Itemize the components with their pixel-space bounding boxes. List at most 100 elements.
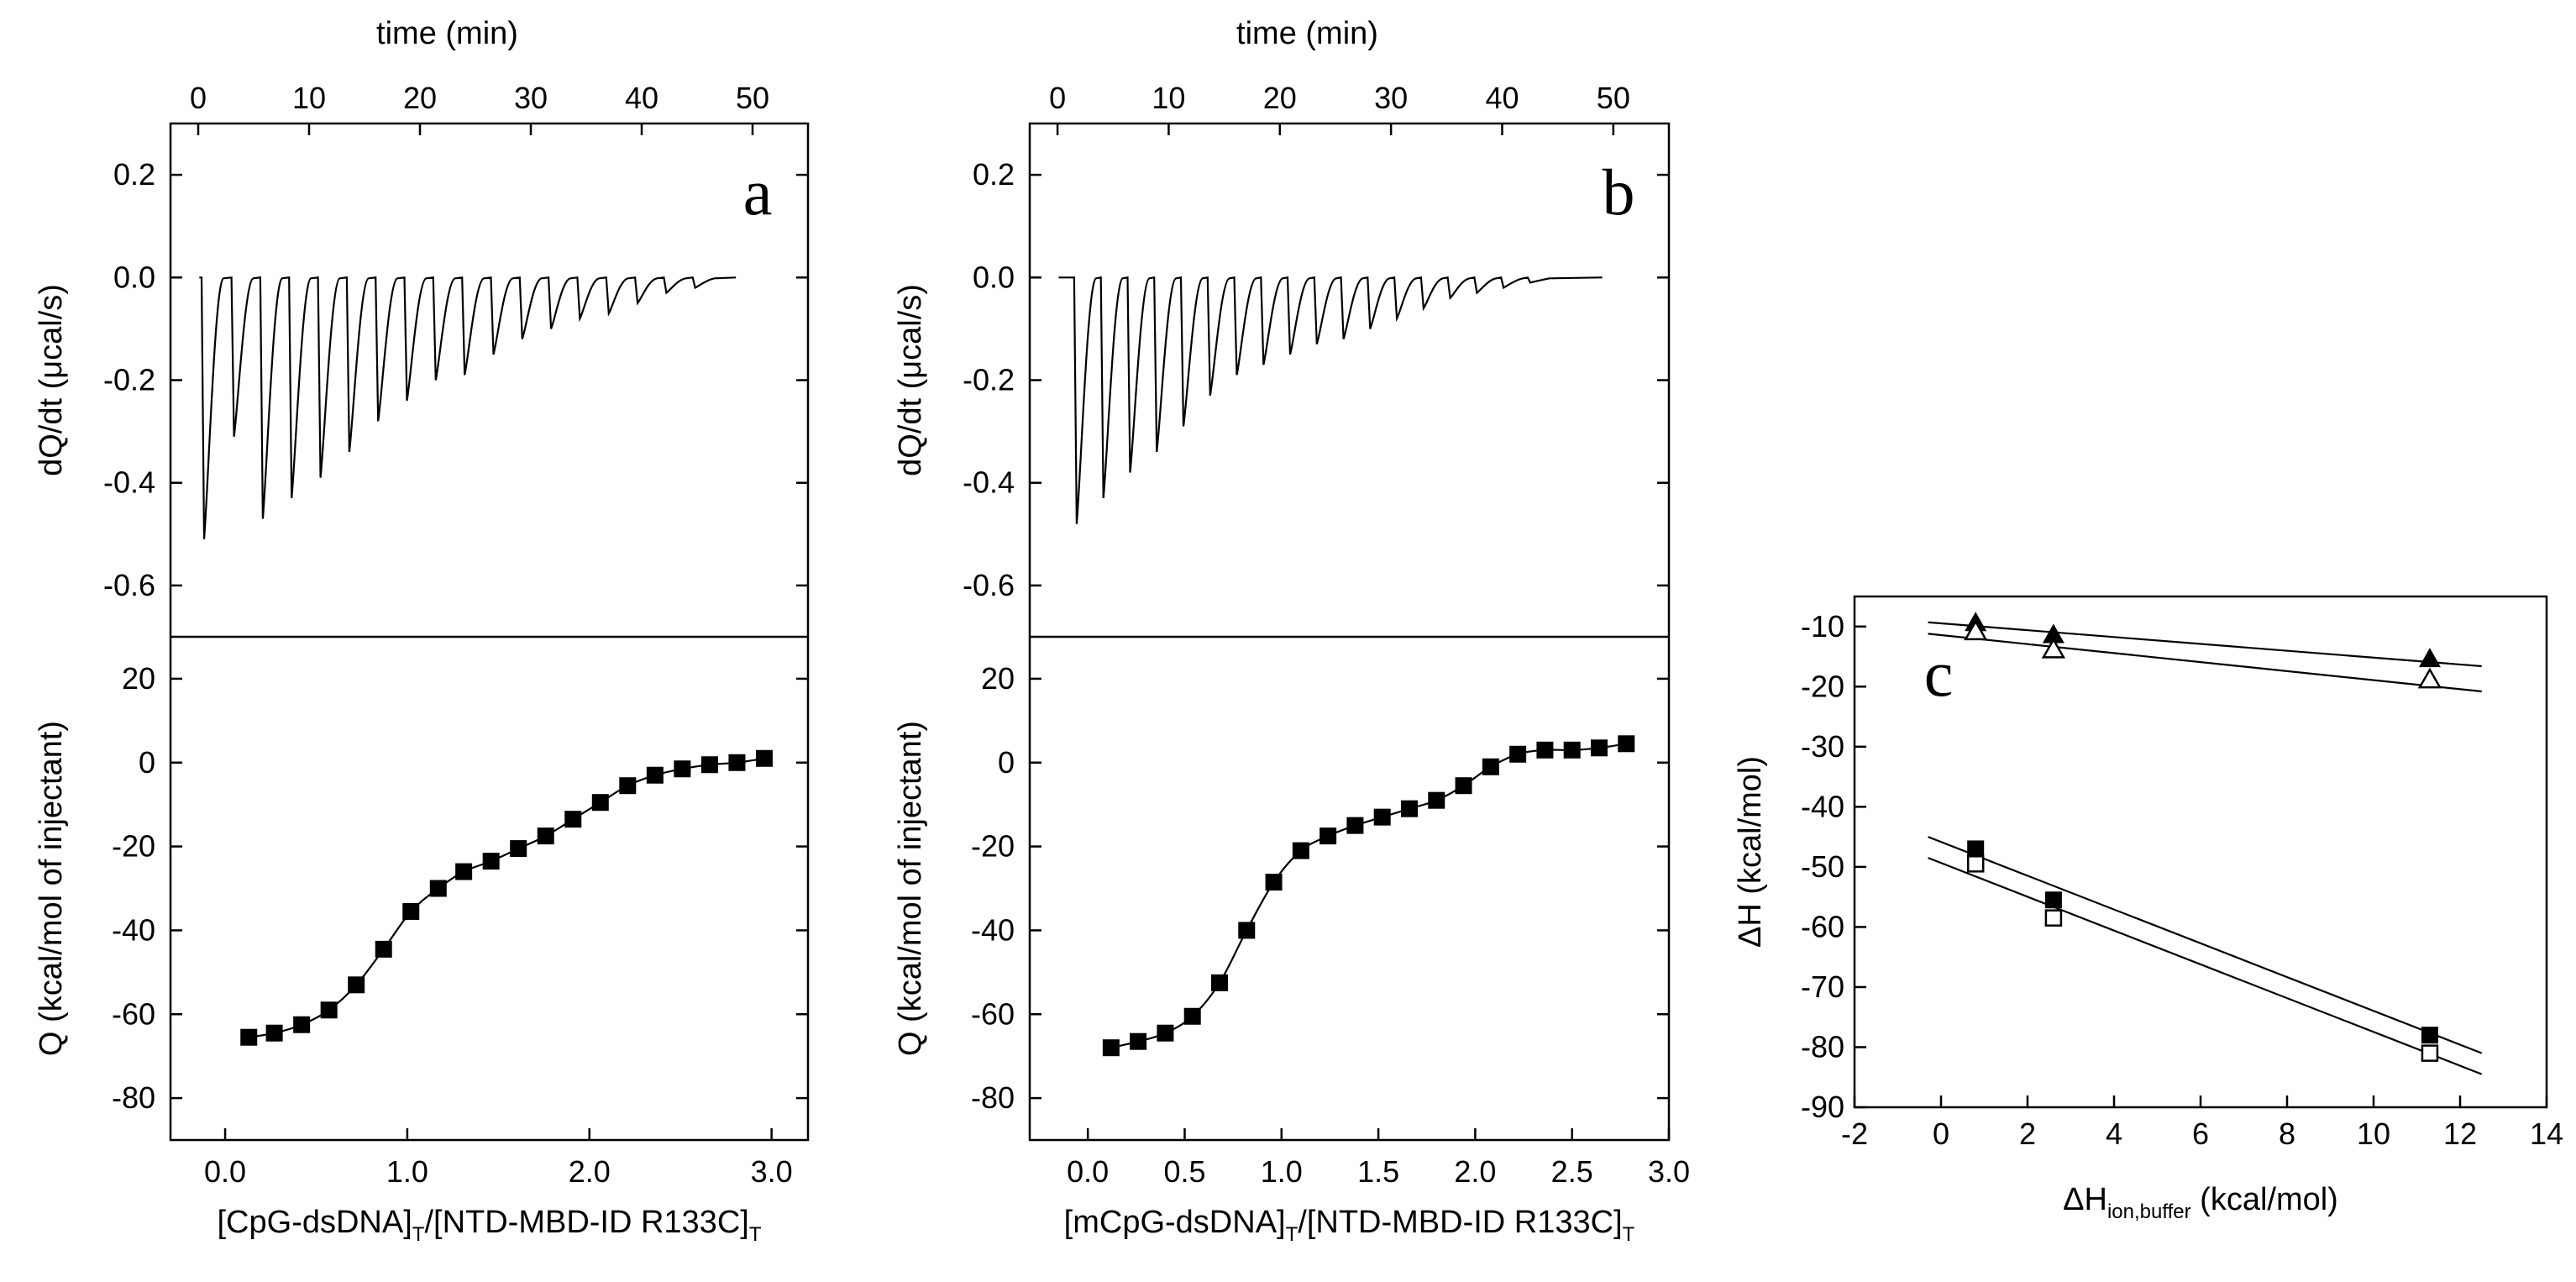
data-point bbox=[1428, 791, 1445, 809]
data-point bbox=[1346, 817, 1364, 834]
ytick-label: -70 bbox=[1801, 969, 1844, 1004]
xtick-label: -2 bbox=[1841, 1116, 1868, 1151]
data-point bbox=[728, 754, 746, 771]
ytick-label: -40 bbox=[1801, 789, 1844, 823]
plot-frame bbox=[169, 122, 810, 1142]
data-point bbox=[755, 749, 773, 767]
triangle-open-marker bbox=[2417, 667, 2442, 689]
xtick-label: 3.0 bbox=[1648, 1154, 1690, 1189]
data-point bbox=[1618, 735, 1635, 753]
ytick-label: -20 bbox=[971, 829, 1015, 864]
xtick-label: 1.5 bbox=[1357, 1154, 1399, 1189]
data-point bbox=[564, 811, 582, 828]
ytick-label: -80 bbox=[112, 1080, 155, 1115]
ytick-label: -0.4 bbox=[103, 465, 155, 500]
ytick-label: -0.2 bbox=[963, 363, 1015, 397]
data-point bbox=[293, 1016, 311, 1033]
ratio-label-numerator: [CpG-dsDNA] bbox=[218, 1205, 412, 1240]
ytick-label: 20 bbox=[122, 661, 155, 696]
panel-a: 0 10 20 30 40 50 time (min) 0.2 0.0 -0.2 -0.4 -0.6 d… bbox=[34, 16, 810, 1246]
ratio-label-subscript: T bbox=[412, 1223, 425, 1246]
dqdt-axis-label: dQ/dt (μcal/s) bbox=[893, 284, 928, 476]
xtick-label: 8 bbox=[2279, 1116, 2295, 1151]
time-tick-label: 10 bbox=[292, 81, 326, 115]
time-tick-label: 50 bbox=[736, 81, 769, 115]
data-point bbox=[265, 1024, 283, 1042]
data-point bbox=[510, 840, 527, 858]
ytick-label: -50 bbox=[1801, 849, 1844, 884]
axis-label-main: ΔH bbox=[2063, 1182, 2107, 1217]
triangle-open-marker bbox=[2041, 637, 2066, 659]
ytick-label: 0.0 bbox=[973, 260, 1015, 294]
data-point bbox=[619, 777, 637, 795]
data-point bbox=[429, 880, 447, 897]
ratio-axis-label: [mCpG-dsDNA]T/[NTD-MBD-ID R133C]T bbox=[1064, 1205, 1635, 1246]
time-tick-label: 50 bbox=[1597, 81, 1630, 115]
ytick-label: -80 bbox=[1801, 1029, 1844, 1064]
square-open-marker bbox=[1966, 855, 1985, 873]
dqdt-axis-label: dQ/dt (μcal/s) bbox=[34, 284, 69, 476]
ytick-label: -0.2 bbox=[103, 363, 155, 397]
ytick-label: -60 bbox=[1801, 909, 1844, 943]
data-point bbox=[1102, 1039, 1120, 1057]
ytick-label: -80 bbox=[971, 1080, 1015, 1115]
square-filled-marker bbox=[1967, 840, 1985, 858]
xtick-label: 1.0 bbox=[386, 1154, 428, 1189]
data-point bbox=[402, 902, 420, 920]
xtick-label: 2.0 bbox=[1454, 1154, 1496, 1189]
binding-fit-curve bbox=[249, 757, 765, 1038]
ytick-label: -90 bbox=[1801, 1090, 1844, 1124]
ytick-label: 0.2 bbox=[113, 157, 155, 192]
data-point bbox=[1373, 808, 1391, 826]
ratio-label-subscript: T bbox=[1286, 1223, 1298, 1246]
ytick-label: -30 bbox=[1801, 729, 1844, 764]
ratio-axis-label: [CpG-dsDNA]T/[NTD-MBD-ID R133C]T bbox=[218, 1205, 762, 1246]
data-point bbox=[646, 766, 664, 784]
data-point bbox=[1130, 1032, 1147, 1050]
data-point bbox=[348, 976, 365, 994]
square-filled-marker bbox=[2044, 891, 2062, 909]
time-tick-label: 20 bbox=[403, 81, 437, 115]
ratio-label-denominator: /[NTD-MBD-ID R133C] bbox=[1298, 1205, 1622, 1240]
data-point bbox=[1157, 1024, 1174, 1042]
xtick-label: 2.0 bbox=[569, 1154, 611, 1189]
ytick-label: 0.0 bbox=[113, 260, 155, 294]
ytick-label: -10 bbox=[1801, 609, 1844, 644]
time-axis-label: time (min) bbox=[376, 16, 518, 51]
triangle-open-marker bbox=[1964, 619, 1988, 641]
linear-fit-line bbox=[1928, 621, 2482, 668]
square-filled-marker bbox=[2421, 1027, 2438, 1044]
data-point bbox=[1265, 874, 1283, 891]
ytick-label: 0.2 bbox=[973, 157, 1015, 192]
time-tick-label: 20 bbox=[1263, 81, 1297, 115]
raw-heat-trace bbox=[199, 276, 737, 539]
data-point bbox=[1536, 741, 1554, 759]
panel-c: -2 0 2 4 6 8 10 12 14-10-20-30-40-50-60-70-80-90… bbox=[1733, 595, 2563, 1223]
data-point bbox=[537, 828, 554, 845]
ytick-label: -60 bbox=[971, 996, 1015, 1031]
time-tick-label: 30 bbox=[1374, 81, 1408, 115]
data-point bbox=[1292, 842, 1309, 859]
xtick-label: 1.0 bbox=[1261, 1154, 1303, 1189]
data-point bbox=[455, 863, 473, 880]
data-point bbox=[1238, 922, 1256, 939]
ratio-label-subscript: T bbox=[749, 1223, 762, 1246]
ytick-label: -0.6 bbox=[963, 568, 1015, 602]
time-tick-label: 0 bbox=[1049, 81, 1066, 115]
xtick-label: 10 bbox=[2357, 1116, 2390, 1151]
time-tick-label: 10 bbox=[1152, 81, 1185, 115]
time-tick-label: 30 bbox=[514, 81, 548, 115]
triangle-filled-marker bbox=[2042, 623, 2064, 644]
ytick-label: -20 bbox=[1801, 669, 1844, 703]
data-point bbox=[591, 794, 609, 812]
linear-fit-line bbox=[1928, 633, 2482, 693]
data-point bbox=[700, 756, 718, 774]
panel-letter: a bbox=[743, 155, 773, 229]
ytick-label: -40 bbox=[112, 912, 155, 947]
ytick-label: 0 bbox=[139, 745, 155, 780]
q-axis-label: Q (kcal/mol of injectant) bbox=[34, 721, 69, 1056]
data-point bbox=[375, 940, 392, 958]
q-axis-label: Q (kcal/mol of injectant) bbox=[893, 721, 928, 1056]
raw-heat-trace bbox=[1058, 276, 1603, 524]
axis-label-subscript: ion,buffer bbox=[2107, 1201, 2191, 1223]
